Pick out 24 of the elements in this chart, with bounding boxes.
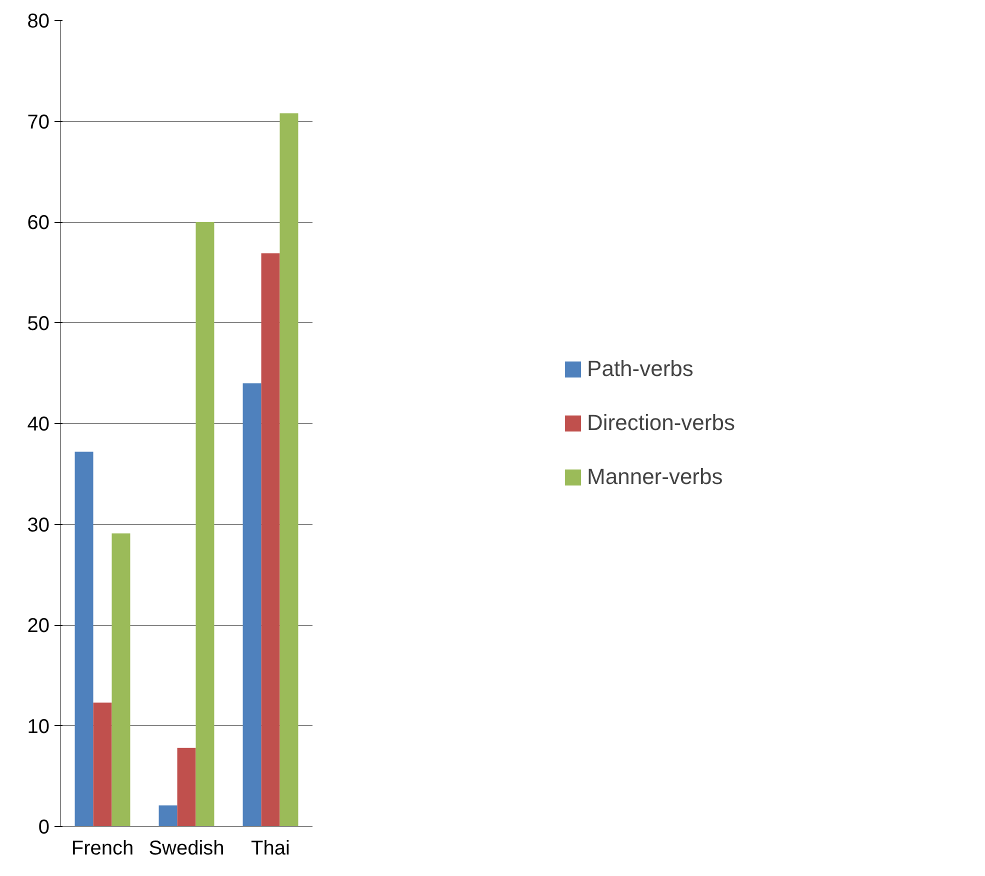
x-tick-label: French (71, 838, 134, 860)
x-tick-label: Thai (251, 838, 290, 860)
bar (196, 222, 214, 826)
bar (93, 702, 112, 826)
y-tick-label: 60 (27, 212, 50, 234)
legend-label: Manner-verbs (587, 464, 723, 490)
bar (280, 113, 298, 826)
bar (112, 533, 130, 826)
y-tick-label: 50 (27, 312, 50, 335)
bar (74, 452, 94, 826)
y-tick-label: 40 (27, 414, 50, 436)
bar (261, 253, 280, 826)
y-tick-label: 80 (27, 10, 50, 32)
y-tick-label: 0 (38, 816, 50, 838)
y-tick-label: 30 (27, 514, 50, 536)
y-tick-label: 70 (27, 111, 50, 134)
bar (177, 748, 196, 826)
legend-label: Direction-verbs (587, 410, 735, 436)
legend-label: Path-verbs (587, 356, 694, 382)
bar (242, 383, 262, 826)
x-tick-label: Swedish (148, 838, 224, 860)
y-tick-label: 20 (27, 615, 50, 637)
bar (158, 805, 178, 826)
y-tick-label: 10 (27, 716, 50, 738)
